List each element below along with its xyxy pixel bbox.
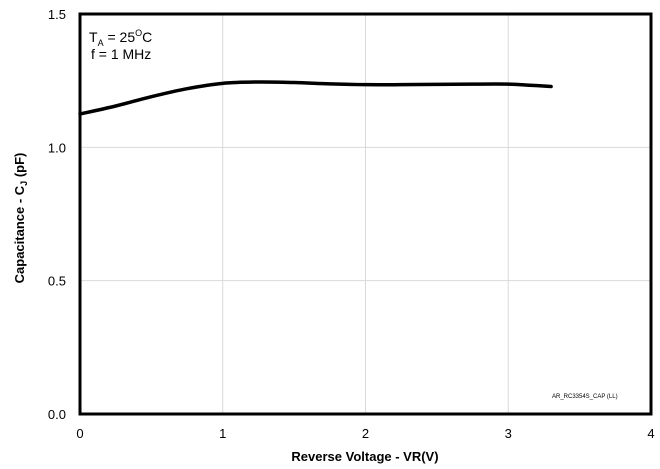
x-tick-label: 3 [505,426,512,441]
y-tick-label: 0.5 [48,274,66,289]
x-tick-label: 2 [362,426,369,441]
data-point [400,84,402,86]
data-point [257,81,259,83]
x-axis-title: Reverse Voltage - VR(V) [291,449,438,464]
data-point [507,83,509,85]
x-tick-label: 0 [76,426,83,441]
x-tick-labels: 0 1 2 3 4 [76,426,654,441]
y-tick-label: 0.0 [48,407,66,422]
frequency-annotation: f = 1 MHz [91,46,151,62]
data-point [529,84,531,86]
temperature-annotation: TA = 25OC [89,28,152,48]
y-axis-title: Capacitance - CJ (pF) [12,153,29,284]
capacitance-series-line [78,80,553,116]
data-point [472,83,474,85]
data-point [365,84,366,86]
grid-lines [80,14,651,414]
data-point [293,82,295,84]
data-point [436,83,438,85]
series-group [78,80,553,116]
data-point [222,82,224,84]
y-tick-labels: 0.0 0.5 1.0 1.5 [48,7,66,422]
x-tick-label: 4 [647,426,654,441]
y-tick-label: 1.5 [48,7,66,22]
data-point [150,96,152,98]
data-point [186,88,188,90]
data-point [329,83,331,85]
plot-frame [78,12,653,416]
reference-code: AR_RC3354S_CAP (LL) [552,394,618,400]
x-tick-label: 1 [219,426,226,441]
y-tick-label: 1.0 [48,140,66,155]
data-point [550,86,552,88]
data-point [115,105,117,107]
